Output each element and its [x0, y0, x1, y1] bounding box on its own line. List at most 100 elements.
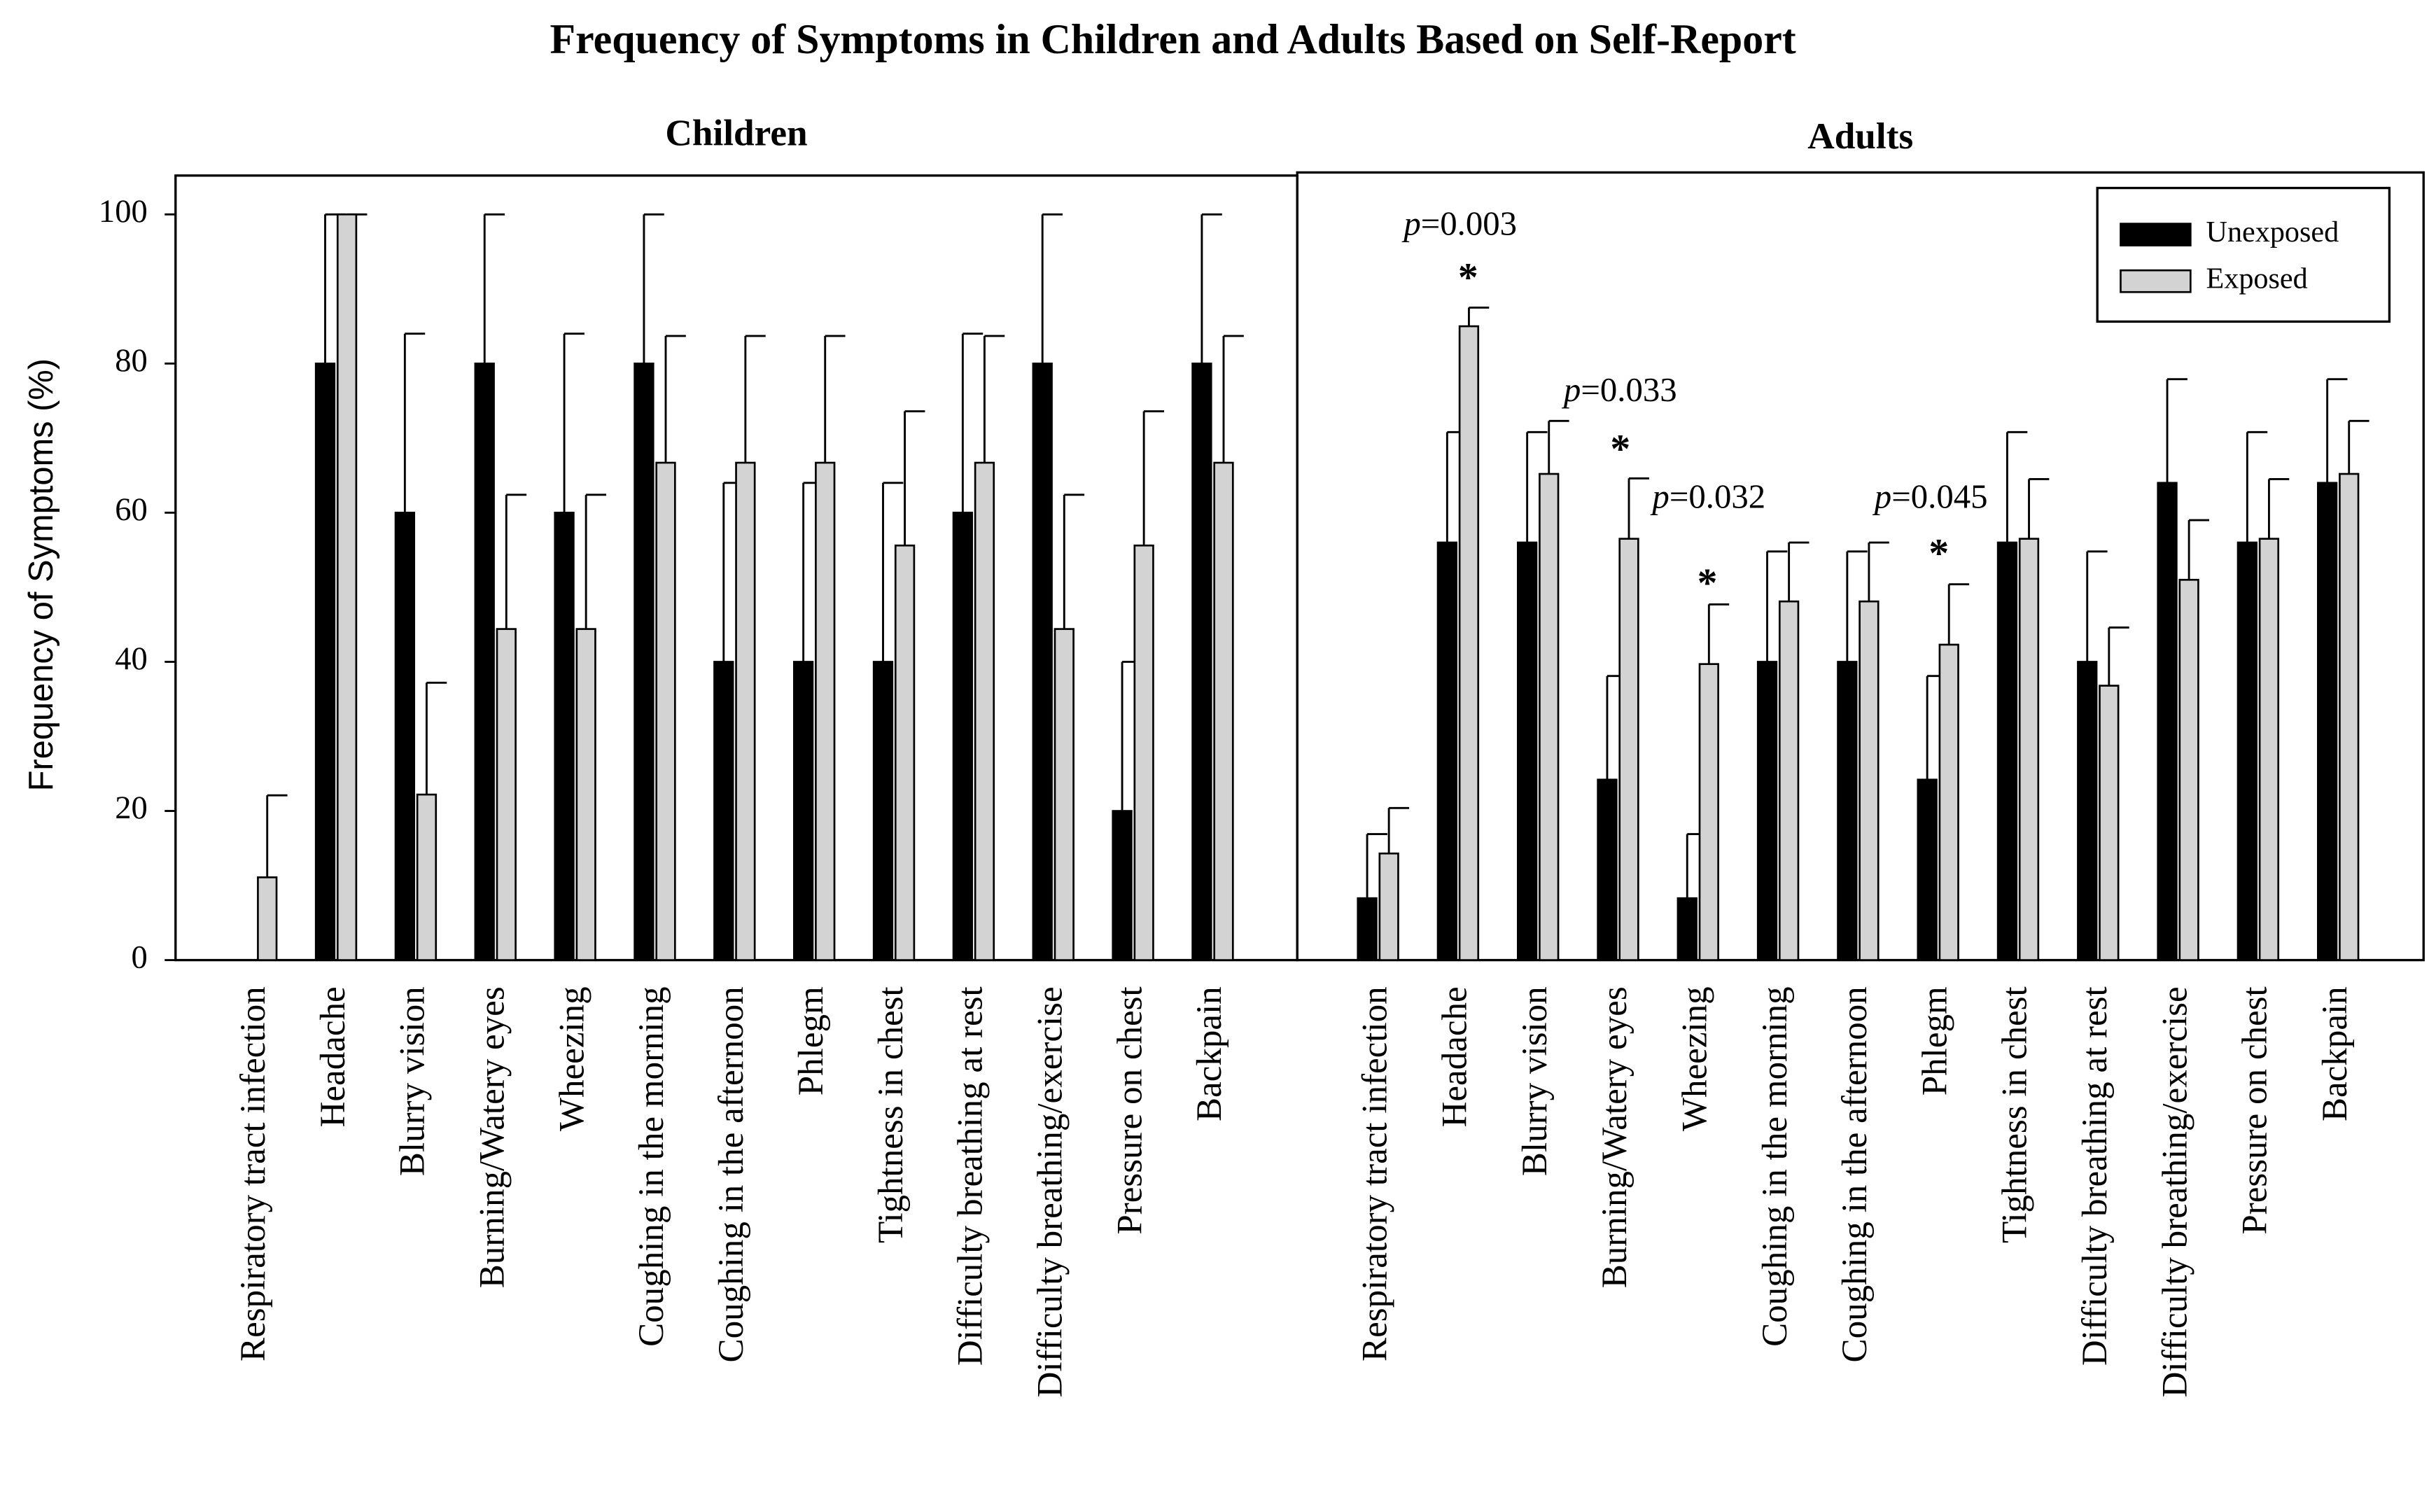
bar [1191, 363, 1212, 961]
p-value: =0.032 [1670, 477, 1765, 515]
x-tick-label: Burning/Watery eyes [1595, 986, 1634, 1288]
y-tick-label: 20 [115, 790, 148, 826]
p-symbol: p [1562, 370, 1581, 409]
bar [1676, 897, 1698, 961]
significance-marker: * [1458, 255, 1478, 300]
x-tick-label: Coughing in the morning [1756, 986, 1795, 1347]
bar [1837, 661, 1858, 961]
x-tick-label: Tightness in chest [872, 986, 911, 1243]
p-value-annotation: p=0.032 [1650, 477, 1765, 515]
x-tick-label: Respiratory tract infection [234, 986, 273, 1362]
bar [872, 661, 894, 961]
bar [1756, 661, 1778, 961]
bar [1539, 472, 1560, 961]
x-tick-label: Difficulty breathing at rest [2076, 986, 2115, 1366]
x-tick-label: Difficulty breathing/exercise [1030, 986, 1070, 1397]
y-tick-label: 60 [115, 491, 148, 528]
x-tick-label: Headache [1436, 986, 1475, 1127]
y-tick-label: 80 [115, 342, 148, 379]
bar [735, 461, 756, 961]
legend-frame [2096, 186, 2391, 323]
bar [2018, 538, 2040, 961]
y-axis-label: Frequency of Symptoms (%) [22, 358, 60, 791]
bar [1458, 325, 1480, 961]
bar [1917, 778, 1938, 961]
bar [815, 461, 836, 961]
bar [655, 461, 676, 961]
bar [1778, 600, 1800, 961]
bar [2339, 472, 2360, 961]
x-tick-label: Wheezing [1676, 986, 1715, 1131]
x-tick-label: Pressure on chest [2236, 986, 2275, 1234]
x-tick-label: Phlegm [792, 986, 831, 1096]
x-tick-label: Backpain [1190, 986, 1229, 1121]
y-tick-label: 0 [132, 939, 148, 975]
bar [2258, 538, 2280, 961]
legend-label: Exposed [2206, 262, 2308, 295]
p-value-annotation: p=0.045 [1872, 477, 1988, 515]
bar [314, 363, 336, 961]
x-tick-label: Blurry vision [393, 986, 433, 1176]
bar [1938, 643, 1959, 961]
bar [894, 544, 916, 961]
bar [1032, 363, 1053, 961]
bar [575, 628, 596, 961]
x-tick-label: Burning/Watery eyes [472, 986, 512, 1288]
bar [1054, 628, 1074, 961]
bar [1698, 663, 1719, 961]
bar [474, 363, 495, 961]
bar [1517, 541, 1538, 961]
x-tick-label: Coughing in the afternoon [712, 986, 751, 1362]
bar [2077, 661, 2098, 961]
significance-marker: * [1928, 532, 1949, 576]
x-tick-label: Blurry vision [1516, 986, 1555, 1176]
bar [257, 876, 278, 961]
bar [394, 512, 416, 961]
bar [952, 512, 974, 961]
x-tick-label: Phlegm [1915, 986, 1954, 1096]
x-tick-label: Wheezing [552, 986, 592, 1131]
x-tick-label: Coughing in the morning [632, 986, 671, 1347]
p-symbol: p [1650, 477, 1669, 515]
bar [1213, 461, 1234, 961]
bar [1133, 544, 1154, 961]
bar [1112, 810, 1133, 961]
bar [2157, 482, 2178, 961]
bar [2099, 685, 2120, 961]
bar [554, 512, 575, 961]
bar [2316, 482, 2338, 961]
x-tick-label: Backpain [2316, 986, 2355, 1121]
p-symbol: p [1401, 204, 1420, 243]
bar [336, 213, 358, 961]
p-value-annotation: p=0.033 [1562, 370, 1677, 409]
p-symbol: p [1872, 477, 1891, 515]
y-tick-label: 100 [99, 193, 148, 230]
bar [1357, 897, 1378, 961]
p-value: =0.033 [1581, 370, 1676, 409]
bar [974, 461, 995, 961]
bar [1858, 600, 1879, 961]
p-value: =0.003 [1421, 204, 1517, 243]
bar [496, 628, 517, 961]
bar [416, 793, 438, 961]
p-value: =0.045 [1891, 477, 1987, 515]
p-value-annotation: p=0.003 [1401, 204, 1517, 243]
significance-marker: * [1610, 427, 1630, 471]
x-tick-label: Headache [314, 986, 353, 1127]
bar [1618, 538, 1639, 961]
x-tick-label: Pressure on chest [1110, 986, 1149, 1234]
bar [1436, 541, 1458, 961]
bar [1597, 778, 1618, 961]
bar [1378, 852, 1399, 961]
bar [792, 661, 814, 961]
panel-title: Children [665, 113, 807, 154]
x-tick-label: Tightness in chest [1996, 986, 2035, 1243]
legend-swatch [2120, 269, 2192, 293]
x-tick-label: Difficulty breathing at rest [951, 986, 990, 1366]
x-tick-label: Difficulty breathing/exercise [2155, 986, 2194, 1397]
chart-title: Frequency of Symptoms in Children and Ad… [550, 16, 1796, 62]
bar [713, 661, 734, 961]
x-tick-label: Coughing in the afternoon [1835, 986, 1875, 1362]
bar [1996, 541, 2018, 961]
